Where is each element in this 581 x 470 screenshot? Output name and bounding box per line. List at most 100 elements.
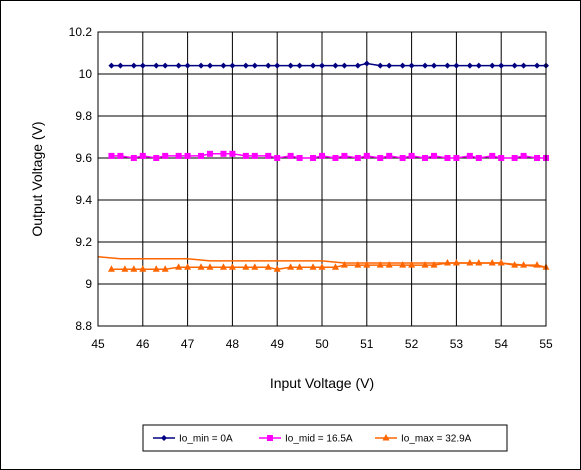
y-tick-label: 9.4: [75, 193, 92, 207]
data-point: [108, 62, 115, 69]
data-point: [162, 152, 169, 159]
data-point: [520, 62, 527, 69]
data-point: [340, 261, 348, 268]
legend-marker: [382, 434, 390, 441]
data-point: [385, 261, 393, 268]
data-point: [139, 265, 147, 272]
data-point: [296, 155, 303, 161]
data-point: [219, 263, 227, 270]
data-point: [265, 152, 272, 159]
legend-marker: [267, 435, 273, 441]
data-point: [220, 62, 227, 69]
data-point: [475, 155, 482, 161]
data-point: [399, 155, 406, 161]
data-point: [139, 152, 146, 159]
data-point: [534, 62, 541, 69]
data-point: [354, 62, 361, 69]
y-tick-label: 9.8: [75, 109, 92, 123]
data-point: [198, 152, 205, 159]
data-point: [511, 62, 518, 69]
data-point: [332, 62, 339, 69]
data-point: [264, 263, 272, 270]
data-point: [274, 62, 281, 69]
legend-marker: [161, 435, 167, 441]
data-point: [341, 62, 348, 69]
data-point: [354, 155, 361, 161]
data-point: [107, 265, 115, 272]
legend-item: Io_min = 0A: [153, 434, 233, 445]
data-point: [242, 62, 249, 69]
data-point: [153, 155, 160, 161]
y-tick-label: 9: [85, 277, 92, 291]
legend-box: [142, 424, 508, 452]
data-point: [399, 261, 407, 268]
series-line: [111, 153, 546, 159]
data-point: [399, 62, 406, 69]
data-point: [207, 62, 213, 69]
data-point: [408, 261, 416, 268]
data-point: [498, 62, 505, 69]
grid: [97, 31, 547, 327]
y-axis-title: Output Voltage (V): [29, 121, 45, 236]
data-point: [153, 62, 160, 69]
y-tick-label: 9.2: [75, 235, 92, 249]
data-point: [175, 263, 183, 270]
data-point: [363, 261, 371, 268]
data-point: [251, 263, 259, 270]
data-point: [152, 265, 160, 272]
data-point: [422, 155, 429, 161]
y-tick-label: 10: [79, 67, 93, 81]
x-tick-label: 49: [271, 337, 285, 351]
data-point: [444, 155, 451, 161]
x-tick-label: 53: [450, 337, 464, 351]
data-point: [273, 265, 281, 272]
x-tick-label: 48: [226, 337, 240, 351]
data-point: [251, 62, 258, 69]
data-point: [489, 152, 496, 159]
x-axis-title: Input Voltage (V): [270, 375, 374, 391]
data-point: [184, 152, 191, 159]
y-tick-label: 10.2: [69, 25, 93, 39]
x-tick-label: 51: [360, 337, 374, 351]
series-1: [108, 60, 549, 69]
data-point: [453, 62, 460, 69]
data-point: [466, 152, 473, 159]
data-point: [489, 62, 496, 69]
series-3: [97, 255, 550, 272]
data-point: [363, 60, 370, 67]
data-point: [206, 263, 214, 270]
data-point: [175, 152, 182, 159]
data-point: [130, 62, 137, 69]
legend-label: Io_max = 32.9A: [401, 434, 472, 445]
data-point: [161, 265, 169, 272]
data-point: [287, 263, 295, 270]
data-point: [376, 261, 384, 268]
data-point: [377, 62, 384, 69]
y-tick-label: 9.6: [75, 151, 92, 165]
data-point: [117, 152, 124, 159]
x-tick-label: 46: [136, 337, 150, 351]
data-point: [511, 155, 518, 161]
data-point: [386, 152, 393, 159]
data-point: [198, 62, 205, 69]
data-point: [431, 152, 437, 159]
data-point: [296, 263, 304, 270]
data-point: [274, 155, 281, 161]
legend: Io_min = 0A Io_mid = 16.5A Io_max = 32.9A: [142, 424, 508, 452]
data-point: [296, 62, 303, 69]
legend-label: Io_min = 0A: [179, 434, 233, 445]
data-point: [475, 62, 482, 69]
series-line: [97, 255, 547, 268]
legend-item: Io_mid = 16.5A: [259, 434, 353, 445]
y-tick-label: 8.8: [75, 319, 92, 333]
data-point: [108, 152, 115, 159]
data-point: [229, 150, 236, 157]
data-point: [453, 155, 460, 161]
data-point: [197, 263, 205, 270]
legend-item: Io_max = 32.9A: [375, 434, 472, 445]
series-2: [108, 150, 549, 161]
data-point: [408, 62, 415, 69]
data-point: [318, 263, 326, 270]
data-point: [139, 62, 146, 69]
series-layer: [97, 60, 550, 272]
